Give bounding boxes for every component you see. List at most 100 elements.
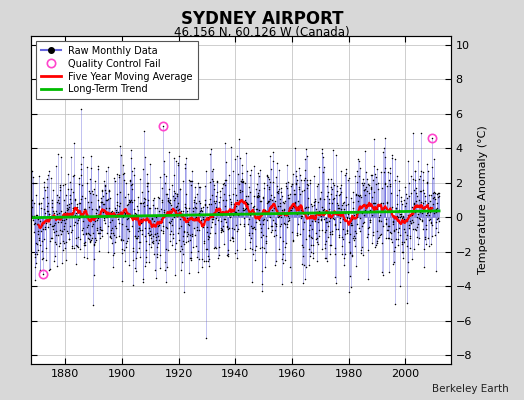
Point	[179, 178, 187, 184]
Point	[228, 235, 236, 241]
Point	[174, 153, 183, 159]
Point	[291, 200, 300, 206]
Point	[254, 194, 262, 200]
Point	[58, 217, 66, 224]
Point	[75, 246, 84, 253]
Point	[155, 222, 163, 228]
Point	[86, 190, 94, 196]
Point	[167, 218, 175, 224]
Point	[234, 207, 243, 213]
Point	[117, 278, 126, 284]
Point	[372, 174, 380, 180]
Point	[263, 199, 271, 206]
Point	[422, 241, 431, 248]
Point	[184, 222, 193, 228]
Point	[135, 239, 144, 246]
Point	[107, 227, 116, 233]
Point	[92, 206, 100, 212]
Point	[407, 211, 416, 217]
Point	[243, 201, 252, 208]
Point	[369, 177, 377, 183]
Point	[394, 236, 402, 242]
Point	[263, 173, 271, 179]
Point	[218, 184, 226, 191]
Point	[211, 200, 220, 206]
Point	[121, 194, 129, 200]
Point	[103, 164, 112, 171]
Point	[72, 242, 81, 248]
Point	[379, 149, 388, 155]
Point	[93, 217, 101, 223]
Point	[180, 229, 189, 236]
Point	[345, 249, 354, 256]
Point	[413, 211, 422, 218]
Point	[425, 204, 434, 210]
Point	[118, 162, 127, 168]
Point	[159, 122, 167, 129]
Point	[343, 228, 352, 234]
Point	[232, 222, 240, 228]
Point	[263, 182, 271, 188]
Point	[246, 212, 255, 218]
Point	[208, 218, 216, 225]
Point	[285, 215, 293, 222]
Point	[418, 177, 427, 183]
Point	[91, 239, 100, 245]
Point	[278, 238, 287, 244]
Point	[278, 256, 287, 263]
Point	[307, 234, 315, 241]
Point	[423, 208, 432, 214]
Point	[433, 191, 441, 197]
Point	[136, 200, 145, 206]
Point	[60, 226, 68, 232]
Point	[194, 217, 202, 223]
Point	[125, 199, 133, 205]
Point	[64, 186, 73, 193]
Point	[195, 197, 203, 204]
Point	[376, 232, 385, 238]
Point	[62, 239, 70, 245]
Point	[421, 198, 429, 204]
Point	[242, 205, 250, 212]
Point	[166, 231, 174, 238]
Point	[299, 253, 308, 260]
Point	[186, 231, 194, 238]
Point	[68, 210, 77, 216]
Point	[174, 207, 182, 213]
Point	[172, 202, 181, 209]
Point	[374, 180, 383, 186]
Point	[216, 212, 225, 218]
Point	[422, 180, 431, 186]
Point	[403, 258, 412, 265]
Point	[373, 206, 381, 212]
Point	[325, 200, 333, 206]
Point	[141, 232, 149, 239]
Point	[45, 267, 53, 273]
Point	[333, 200, 341, 206]
Point	[117, 237, 126, 244]
Point	[140, 154, 149, 160]
Point	[156, 264, 164, 271]
Point	[148, 215, 156, 222]
Point	[75, 236, 84, 243]
Point	[199, 204, 207, 211]
Point	[320, 206, 329, 212]
Point	[236, 178, 245, 184]
Point	[421, 234, 429, 240]
Point	[279, 260, 287, 266]
Point	[373, 228, 381, 235]
Point	[53, 199, 61, 206]
Point	[166, 238, 174, 244]
Point	[276, 200, 284, 207]
Point	[98, 226, 106, 233]
Point	[214, 244, 223, 250]
Point	[311, 196, 319, 202]
Point	[412, 185, 420, 191]
Point	[134, 207, 143, 213]
Point	[177, 243, 185, 250]
Point	[203, 203, 211, 210]
Point	[66, 223, 74, 230]
Point	[261, 239, 270, 246]
Point	[396, 283, 405, 289]
Point	[294, 184, 303, 191]
